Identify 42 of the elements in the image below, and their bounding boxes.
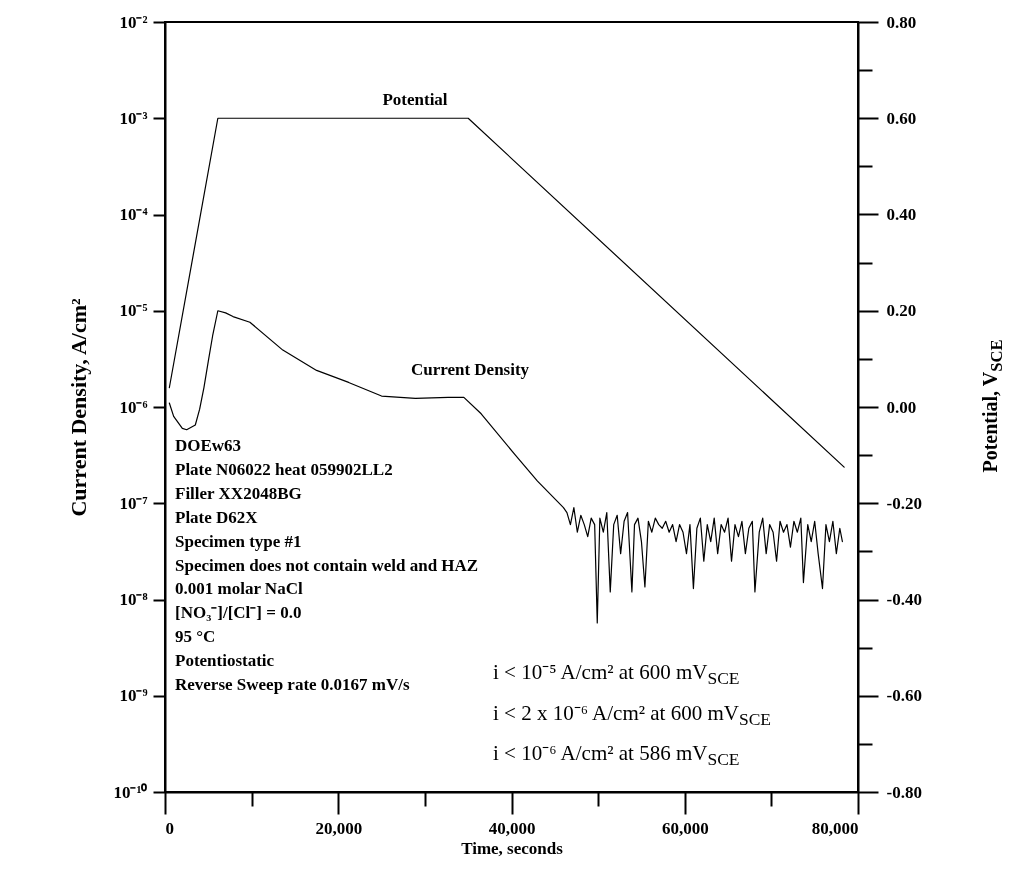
annotation: Reverse Sweep rate 0.0167 mV/s <box>175 674 410 694</box>
annotation: 95 °C <box>175 626 216 646</box>
annotation: [NO₃⁻]/[Cl⁻] = 0.0 <box>175 602 302 622</box>
y2-tick-label: 0.20 <box>886 301 917 321</box>
x-tick-label: 0 <box>165 818 174 838</box>
x-axis-title: Time, seconds <box>461 838 564 858</box>
y-tick-label: 10⁻¹⁰ <box>113 782 148 802</box>
x-tick-label: 40,000 <box>488 818 536 838</box>
y-tick-label: 10⁻⁹ <box>119 686 148 706</box>
annotation: 0.001 molar NaCl <box>175 578 303 598</box>
y2-tick-label: -0.20 <box>886 493 922 513</box>
y-tick-label: 10⁻³ <box>119 108 148 128</box>
y-tick-label: 10⁻⁶ <box>119 397 148 417</box>
y-tick-label: 10⁻⁸ <box>119 590 148 609</box>
annotation: Filler XX2048BG <box>175 483 302 503</box>
annotation: Plate D62X <box>175 507 258 527</box>
y-tick-label: 10⁻⁴ <box>119 205 148 224</box>
series-label: Potential <box>382 90 448 109</box>
series-label: Current Density <box>410 360 530 379</box>
y2-tick-label: 0.00 <box>886 397 917 417</box>
annotation: Plate N06022 heat 059902LL2 <box>175 459 393 479</box>
y-tick-label: 10⁻⁵ <box>119 301 148 321</box>
line-series <box>168 310 844 624</box>
y2-tick-label: -0.80 <box>886 782 922 802</box>
x-tick-label: 80,000 <box>811 818 859 838</box>
y-tick-label: 10⁻² <box>119 12 148 32</box>
y2-tick-label: 0.40 <box>886 205 917 224</box>
y-axis-title: Current Density, A/cm² <box>66 297 92 517</box>
y-tick-label: 10⁻⁷ <box>119 493 148 513</box>
y2-tick-label: 0.60 <box>886 108 917 128</box>
annotation: Specimen does not contain weld and HAZ <box>175 555 479 574</box>
annotation: i < 10⁻⁶ A/cm² at 586 mV$_{SCE}$ <box>493 740 740 769</box>
x-tick-label: 60,000 <box>661 818 709 838</box>
annotation: Specimen type #1 <box>175 531 302 551</box>
annotation: DOEw63 <box>175 435 242 455</box>
annotation: i < 10⁻⁵ A/cm² at 600 mV$_{SCE}$ <box>493 659 740 688</box>
annotation: i < 2 x 10⁻⁶ A/cm² at 600 mV$_{SCE}$ <box>493 700 772 729</box>
y2-tick-label: -0.60 <box>886 686 922 706</box>
annotation: Potentiostatic <box>175 650 275 670</box>
y2-tick-label: 0.80 <box>886 12 917 32</box>
x-tick-label: 20,000 <box>315 818 363 838</box>
y2-tick-label: -0.40 <box>886 590 922 609</box>
